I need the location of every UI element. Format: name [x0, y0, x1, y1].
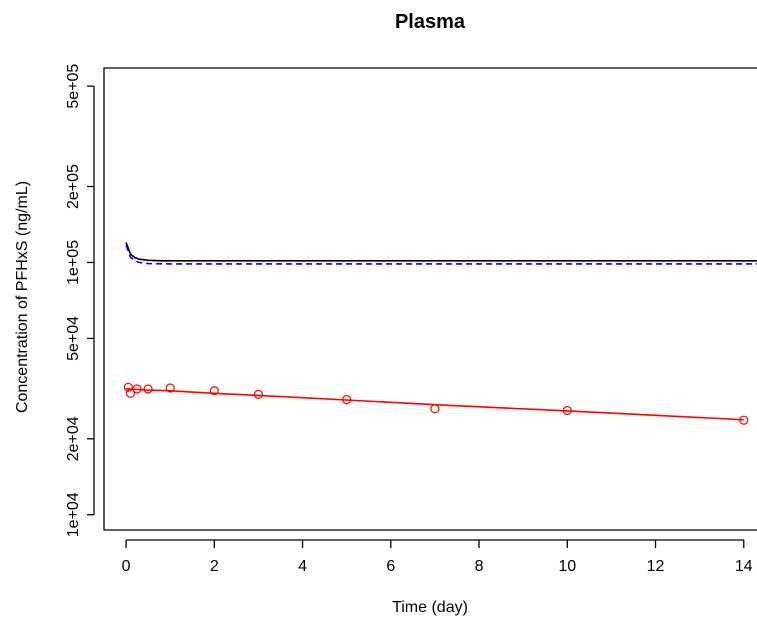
x-tick-label: 0: [122, 558, 131, 575]
data-point: [562, 405, 572, 416]
series-line: [125, 387, 744, 421]
x-tick-label: 12: [647, 558, 665, 575]
data-point: [209, 386, 219, 396]
data-point: [143, 384, 153, 394]
y-axis-label: Concentration of PFHxS (ng/mL): [14, 181, 31, 413]
plot-area: [103, 67, 757, 531]
series-line: [125, 242, 757, 262]
y-axis: 1e+04 2e+04 5e+04 1e+05 2e+05 5e+05: [65, 64, 95, 537]
plot-frame: [103, 67, 757, 531]
x-tick-label: 10: [558, 558, 576, 575]
data-point: [123, 382, 133, 392]
data-point: [739, 415, 749, 425]
x-tick-label: 6: [386, 558, 395, 575]
series-layer: [123, 242, 757, 425]
data-point: [132, 384, 142, 394]
x-axis-label: Time (day): [392, 599, 468, 616]
x-axis: 0 2 4 6 8 10 12 14: [122, 539, 753, 575]
data-point: [125, 388, 136, 398]
data-point: [253, 389, 264, 399]
x-tick-label: 8: [475, 558, 484, 575]
data-point: [342, 395, 352, 405]
data-point: [430, 404, 440, 414]
y-tick-label: 1e+04: [65, 492, 82, 537]
x-tick-label: 14: [735, 558, 753, 575]
x-tick-label: 2: [210, 558, 219, 575]
y-tick-label: 1e+05: [65, 240, 82, 285]
data-point: [165, 383, 175, 393]
chart-title: Plasma: [395, 11, 466, 33]
y-tick-label: 2e+04: [65, 416, 82, 461]
y-tick-label: 5e+05: [65, 64, 82, 109]
series-line: [125, 244, 757, 265]
x-tick-label: 4: [298, 558, 307, 575]
y-tick-label: 5e+04: [65, 316, 82, 361]
y-tick-label: 2e+05: [65, 164, 82, 209]
